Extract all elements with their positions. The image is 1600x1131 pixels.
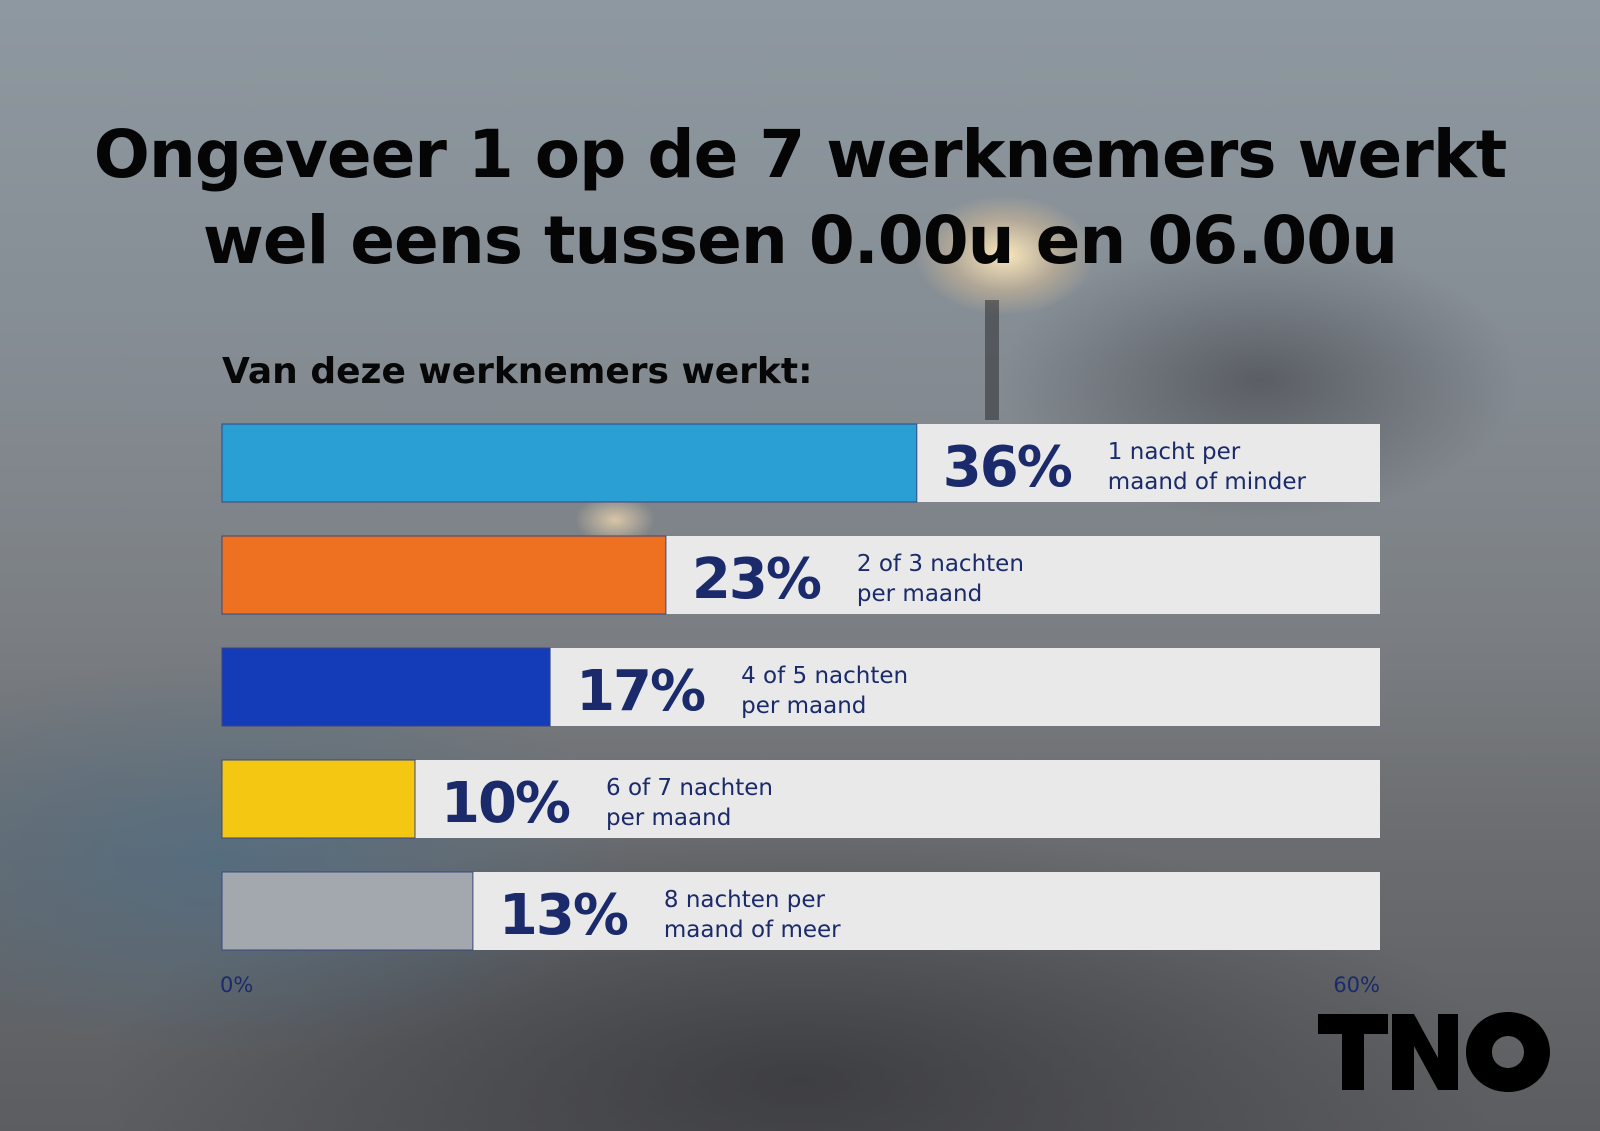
x-tick-label: 0% xyxy=(220,973,253,997)
bar-value-label: 10% xyxy=(441,771,570,836)
bar xyxy=(221,423,918,503)
street-lamp-post xyxy=(985,300,999,420)
title-line-1: Ongeveer 1 op de 7 werknemers werkt xyxy=(93,116,1508,193)
bar-category-label: maand of minder xyxy=(1108,469,1307,495)
bar xyxy=(221,759,416,839)
bar-category-label: per maand xyxy=(606,805,731,831)
bar xyxy=(221,535,667,615)
title-line-2: wel eens tussen 0.00u en 06.00u xyxy=(202,202,1398,279)
x-tick-label: 60% xyxy=(1333,973,1380,997)
bar-category-label: 1 nacht per xyxy=(1108,439,1241,465)
bar-category-label: 2 of 3 nachten xyxy=(857,551,1024,577)
bar-category-label: 6 of 7 nachten xyxy=(606,775,773,801)
bar-category-label: maand of meer xyxy=(664,917,841,943)
chart-subtitle: Van deze werknemers werkt: xyxy=(222,351,813,392)
page-title: Ongeveer 1 op de 7 werknemers werkt wel … xyxy=(60,112,1540,284)
bar-value-label: 36% xyxy=(943,435,1072,500)
bar xyxy=(221,647,551,727)
bar-category-label: 8 nachten per xyxy=(664,887,826,913)
bar-value-label: 23% xyxy=(692,547,821,612)
tno-logo xyxy=(1318,1012,1550,1092)
bar xyxy=(221,871,474,951)
bar-category-label: 4 of 5 nachten xyxy=(741,663,908,689)
bar-value-label: 13% xyxy=(499,883,628,948)
bar-category-label: per maand xyxy=(741,693,866,719)
bar-value-label: 17% xyxy=(576,659,705,724)
bar-category-label: per maand xyxy=(857,581,982,607)
